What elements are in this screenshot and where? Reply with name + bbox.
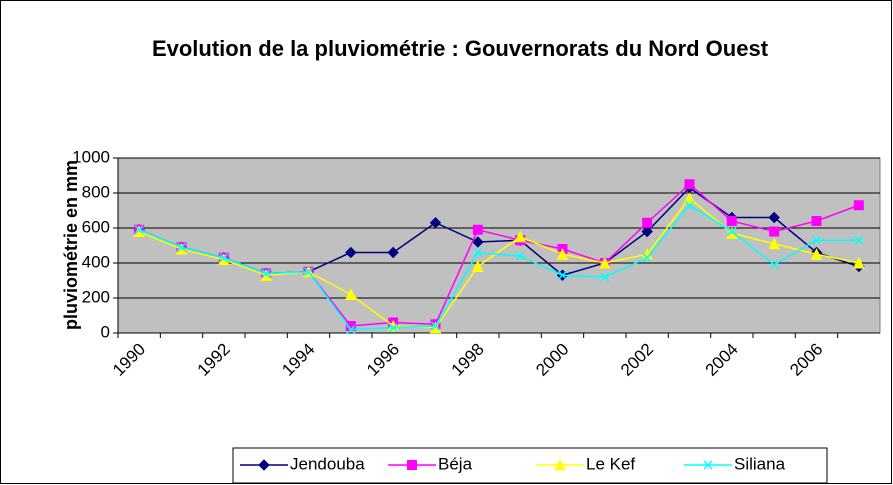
- y-tick-label: 600: [82, 217, 110, 236]
- legend-label: Béja: [438, 454, 473, 473]
- data-point: [176, 242, 187, 252]
- legend-label: Jendouba: [290, 454, 365, 473]
- data-point: [599, 256, 611, 269]
- data-point: [472, 224, 483, 235]
- data-point: [557, 270, 568, 280]
- legend-label: Le Kef: [586, 454, 635, 473]
- data-point: [430, 321, 441, 331]
- legend-marker: [554, 458, 566, 471]
- data-point: [684, 200, 695, 210]
- data-point: [472, 236, 484, 248]
- data-point: [303, 267, 314, 277]
- data-point: [769, 260, 779, 270]
- y-tick-label: 0: [101, 322, 110, 341]
- y-tick-label: 200: [82, 287, 110, 306]
- chart-title: Evolution de la pluviométrie : Gouvernor…: [151, 36, 769, 61]
- series-line: [138, 197, 859, 329]
- data-point: [641, 225, 653, 238]
- data-point: [515, 251, 525, 261]
- data-point: [134, 225, 144, 235]
- data-point: [726, 216, 737, 226]
- data-point: [600, 272, 610, 282]
- data-point: [429, 217, 442, 229]
- data-point: [345, 288, 357, 300]
- data-point: [642, 217, 653, 228]
- data-point: [811, 235, 822, 245]
- data-point: [219, 253, 229, 263]
- y-tick-label: 1000: [72, 147, 110, 166]
- data-point: [854, 235, 864, 245]
- y-axis-label: pluviométrie en mm: [61, 160, 81, 330]
- legend-marker: [407, 460, 417, 470]
- data-point: [810, 248, 823, 260]
- legend-marker: [258, 459, 270, 471]
- data-point: [684, 179, 695, 190]
- data-point: [514, 230, 526, 243]
- data-point: [683, 192, 696, 204]
- data-point: [388, 323, 398, 333]
- data-point: [345, 246, 357, 259]
- legend-label: Siliana: [734, 454, 786, 473]
- data-point: [768, 237, 780, 250]
- data-point: [727, 226, 737, 237]
- y-tick-label: 800: [82, 182, 110, 201]
- data-point: [642, 253, 652, 263]
- data-point: [472, 260, 484, 272]
- data-point: [556, 248, 569, 260]
- legend-marker: [703, 460, 713, 470]
- plot-area: [117, 157, 881, 334]
- series-line: [138, 204, 859, 331]
- data-point: [768, 211, 780, 224]
- y-tick-label: 400: [82, 252, 110, 271]
- data-point: [769, 226, 780, 237]
- data-point: [853, 256, 865, 269]
- data-point: [473, 247, 483, 258]
- data-point: [346, 324, 356, 335]
- data-point: [261, 268, 271, 279]
- data-point: [811, 216, 822, 226]
- data-point: [387, 246, 399, 259]
- data-point: [853, 200, 864, 211]
